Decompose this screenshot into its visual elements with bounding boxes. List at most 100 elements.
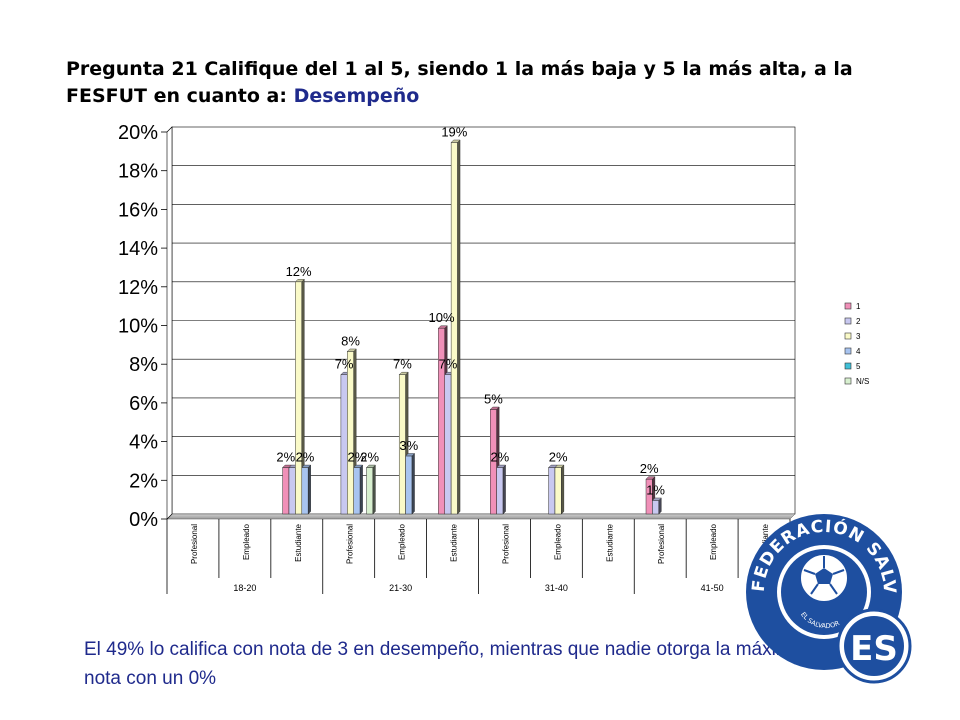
bar xyxy=(353,464,364,515)
data-label: 19% xyxy=(441,124,467,139)
bar-front xyxy=(496,467,504,515)
bar-front xyxy=(282,467,290,515)
bar-top xyxy=(651,497,662,501)
x-category-label: Empleado xyxy=(242,523,251,560)
data-label: 3% xyxy=(399,438,418,453)
bar-side xyxy=(561,464,565,515)
bar xyxy=(496,464,507,515)
grid-lines xyxy=(166,126,796,520)
bar-top xyxy=(645,476,656,480)
x-category-label: Estudiante xyxy=(294,523,303,561)
y-tick-labels: 0% 2% 4% 6% 8% 10% 12% 14% 16% 18% 20% xyxy=(118,122,158,531)
bar xyxy=(450,139,461,515)
bar xyxy=(366,464,376,515)
bar-top xyxy=(496,464,507,468)
bar-front xyxy=(353,467,361,515)
data-label: 7% xyxy=(393,357,412,372)
legend-swatch xyxy=(844,317,852,325)
x-category-label: Profesional xyxy=(346,524,355,564)
data-label: 2% xyxy=(549,450,568,465)
axes xyxy=(161,126,173,520)
bar-front xyxy=(652,500,660,515)
bar-side xyxy=(502,464,506,515)
legend: 1 2 3 4 5 N/S xyxy=(842,297,892,390)
y-tick-label: 6% xyxy=(129,393,158,415)
y-tick-label: 2% xyxy=(129,470,158,492)
bar-front xyxy=(295,281,303,515)
title-highlight: Desempeño xyxy=(293,85,420,107)
y-tick-label: 18% xyxy=(118,161,158,183)
x-group-labels: 18-20 21-30 31-40 41-50 xyxy=(233,578,791,594)
plot-side-wall xyxy=(166,126,173,520)
bar xyxy=(294,278,305,515)
data-label: 10% xyxy=(429,310,455,325)
y-tick-label: 0% xyxy=(129,509,158,531)
y-tick-label: 8% xyxy=(129,354,158,376)
x-group-label: 21-30 xyxy=(389,583,412,593)
legend-swatch xyxy=(844,347,852,355)
x-category-label: Estudiante xyxy=(605,523,614,561)
legend-swatch xyxy=(844,302,852,310)
y-tick-label: 10% xyxy=(118,316,158,338)
y-tick-label: 16% xyxy=(118,199,158,221)
bar xyxy=(651,497,662,515)
bar-top xyxy=(294,279,305,282)
data-label: 7% xyxy=(335,357,354,372)
x-category-label: Empleado xyxy=(398,523,407,560)
bar-front xyxy=(548,467,556,515)
legend-label: 5 xyxy=(856,362,861,371)
bars xyxy=(282,139,662,515)
fesfut-logo-icon: FEDERACIÓN SALVADOREÑA DE FÚTBOL EL SALV… xyxy=(742,496,912,684)
bar-front xyxy=(347,351,354,515)
bar-front xyxy=(366,467,374,515)
data-labels: 2%12%2%7%8%2%2%7%3%10%7%19%5%2% 2%2%1% xyxy=(276,124,665,497)
bar-side xyxy=(372,464,376,515)
x-group-label: 41-50 xyxy=(701,583,724,593)
legend-label: N/S xyxy=(856,377,869,386)
bar xyxy=(405,452,416,515)
data-label: 2% xyxy=(490,450,509,465)
data-label: 2% xyxy=(276,450,295,465)
y-tick-label: 14% xyxy=(118,238,158,260)
bar-top xyxy=(489,406,500,410)
x-group-label: 31-40 xyxy=(545,583,568,593)
bar-top xyxy=(437,325,448,329)
legend-swatch xyxy=(844,362,852,370)
bar-top xyxy=(450,139,461,143)
data-label: 1% xyxy=(646,482,665,497)
bar xyxy=(301,464,312,515)
bar-front xyxy=(554,467,562,515)
bar-front xyxy=(405,455,413,515)
x-category-label: Profesional xyxy=(501,524,510,564)
data-label: 2% xyxy=(360,450,379,465)
x-category-label: Empleado xyxy=(709,523,718,560)
bar-top xyxy=(398,371,409,375)
legend-swatch xyxy=(844,332,852,340)
legend-box xyxy=(842,297,892,390)
bar-side xyxy=(307,464,311,515)
legend-label: 4 xyxy=(856,347,861,356)
plot-floor xyxy=(166,513,796,520)
soccer-ball-icon xyxy=(799,553,849,603)
bar-top xyxy=(353,464,364,468)
legend-label: 1 xyxy=(856,302,861,311)
bar-top xyxy=(366,464,376,468)
bar-front xyxy=(450,142,458,515)
bar-front xyxy=(444,374,452,515)
data-label: 2% xyxy=(296,450,315,465)
legend-label: 2 xyxy=(856,317,861,326)
bar-top xyxy=(346,348,357,352)
data-label: 12% xyxy=(286,264,312,279)
chart-title: Pregunta 21 Califique del 1 al 5, siendo… xyxy=(66,56,866,110)
x-category-label: Profesional xyxy=(190,524,199,564)
caption: El 49% lo califica con nota de 3 en dese… xyxy=(84,639,803,689)
bar-top xyxy=(301,464,312,468)
legend-label: 3 xyxy=(856,332,861,341)
data-label: 2% xyxy=(348,450,367,465)
bar-front xyxy=(340,374,348,515)
data-label: 2% xyxy=(640,461,659,476)
x-group-label: 18-20 xyxy=(233,583,256,593)
bar-side xyxy=(359,464,363,515)
bar-front xyxy=(301,467,309,515)
